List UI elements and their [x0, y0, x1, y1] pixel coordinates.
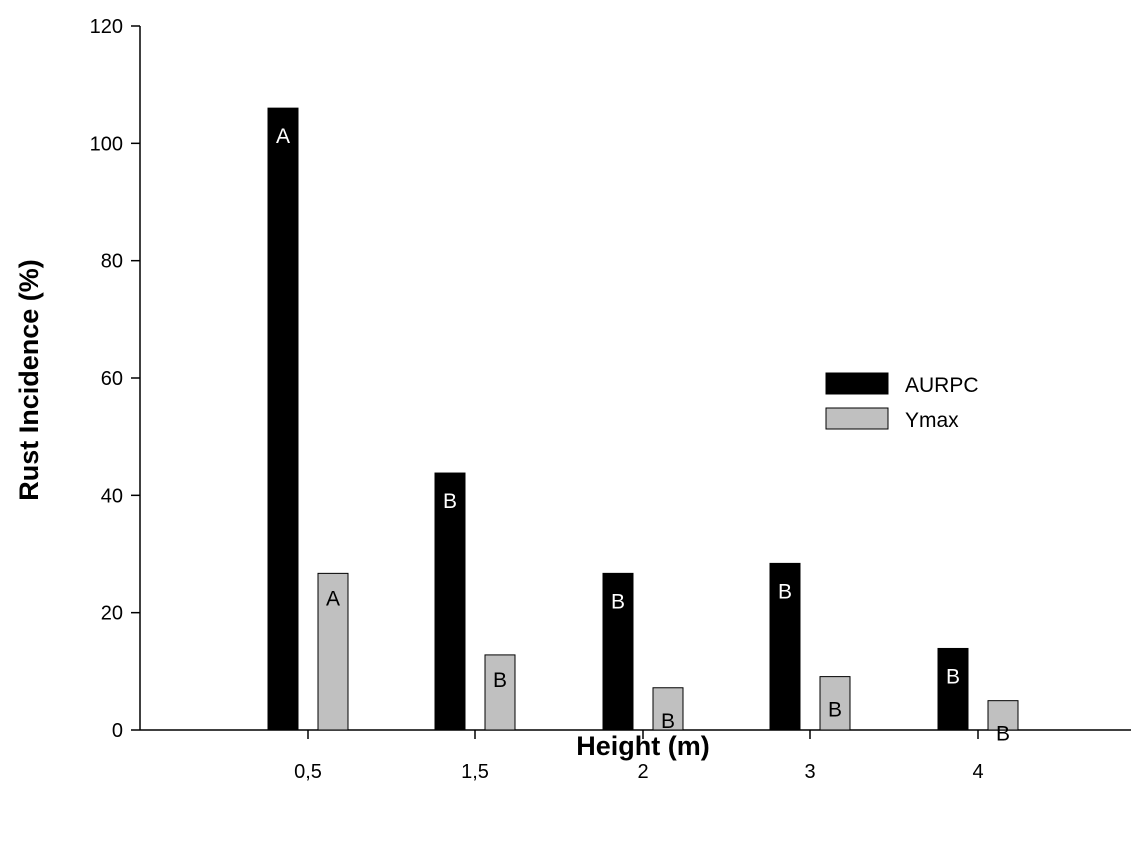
x-axis-title: Height (m) [576, 731, 709, 761]
bar-aurpc [769, 562, 801, 731]
y-tick-label: 120 [90, 16, 123, 38]
x-tick-label: 2 [637, 761, 648, 783]
y-tick-label: 60 [101, 368, 123, 390]
bars: A A B B B B B B B B [267, 107, 1019, 746]
axes: 0 20 40 60 80 100 120 0,5 1,5 2 3 4 [90, 16, 1131, 783]
bar-letter-label: B [828, 699, 842, 722]
legend-swatch [825, 372, 889, 395]
bar-ymax [317, 572, 349, 731]
legend-label: AURPC [905, 374, 979, 397]
y-tick-label: 0 [112, 720, 123, 742]
bar-letter-label: B [996, 723, 1010, 746]
x-tick-label: 4 [972, 761, 983, 783]
y-axis-title: Rust Incidence (%) [14, 259, 44, 501]
bar-letter-label: A [276, 125, 290, 148]
y-tick-label: 100 [90, 133, 123, 155]
x-tick-label: 3 [804, 761, 815, 783]
x-tick-label: 0,5 [294, 761, 322, 783]
bar-letter-label: B [946, 665, 960, 688]
bar-letter-label: B [661, 710, 675, 733]
y-tick-label: 20 [101, 603, 123, 625]
bar-letter-label: A [326, 587, 340, 610]
bar-letter-label: B [611, 590, 625, 613]
legend-swatch [825, 407, 889, 430]
bar-aurpc [602, 572, 634, 731]
bar-letter-label: B [493, 669, 507, 692]
legend: AURPC Ymax [825, 372, 979, 432]
y-tick-label: 40 [101, 485, 123, 507]
bar-aurpc [937, 647, 969, 731]
x-tick-label: 1,5 [461, 761, 489, 783]
bar-ymax [987, 700, 1019, 731]
bar-ymax [819, 676, 851, 731]
bar-aurpc [267, 107, 299, 731]
bar-letter-label: B [778, 580, 792, 603]
bar-letter-label: B [443, 490, 457, 513]
bar-ymax [484, 654, 516, 731]
bar-ymax [652, 687, 684, 731]
bar-aurpc [434, 472, 466, 731]
y-tick-label: 80 [101, 251, 123, 273]
legend-label: Ymax [905, 409, 959, 432]
